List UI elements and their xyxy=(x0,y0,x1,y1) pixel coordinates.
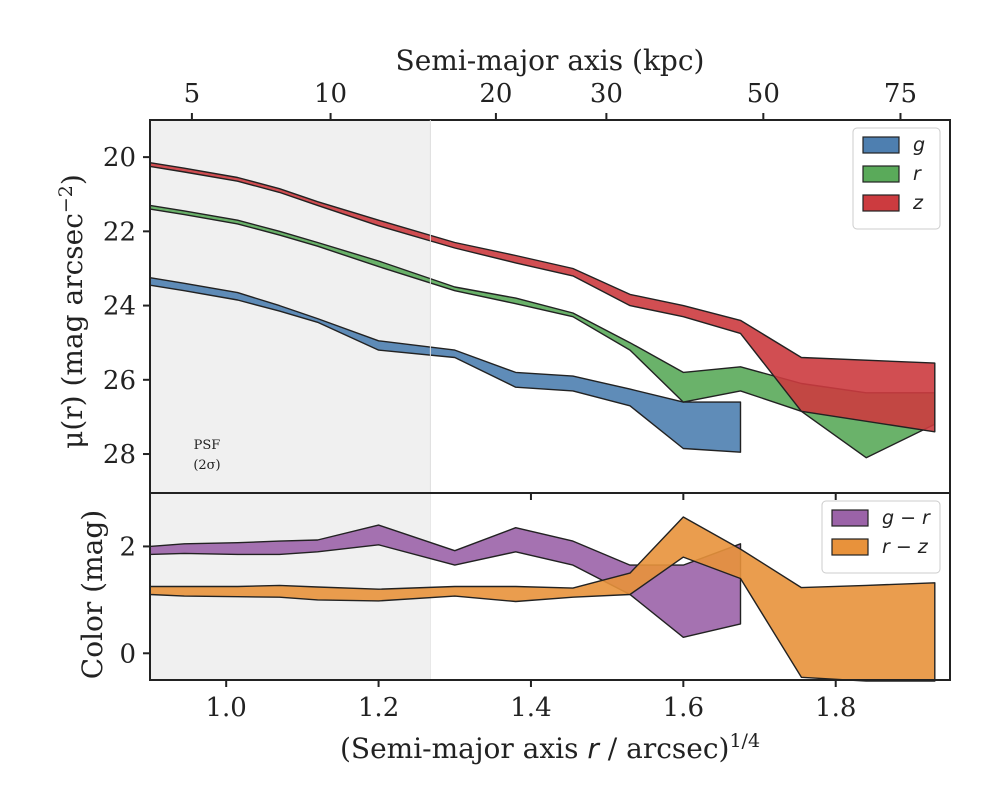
profile-y-tick-label-4: 28 xyxy=(103,440,136,470)
profile-band-0 xyxy=(149,277,742,453)
profile-legend-swatch-1 xyxy=(862,165,900,183)
profile-band-2 xyxy=(149,162,936,433)
profile-legend-label-2: z xyxy=(912,192,924,214)
color-legend-label-1: r − z xyxy=(882,536,929,558)
profile-y-tick-label-3: 26 xyxy=(103,366,136,396)
x-title-main: (Semi-major axis xyxy=(340,732,587,765)
color-y-ticks: 02 xyxy=(119,532,150,669)
kpc-tick-label-1: 10 xyxy=(314,79,347,109)
color-legend: g − r r − z xyxy=(821,500,941,574)
x-tick-label-4: 1.8 xyxy=(815,693,856,723)
x-title-var: r xyxy=(587,732,600,765)
profile-y-ticks: 20 22 24 26 28 xyxy=(103,143,150,470)
color-y-tick-label-0: 0 xyxy=(119,639,136,669)
profile-legend-swatch-0 xyxy=(862,136,900,154)
profile-y-title-main: μ(r) (mag arcsec xyxy=(56,213,89,449)
x-tick-label-1: 1.2 xyxy=(358,693,399,723)
color-panel: 02 1.0 1.2 1.4 1.6 1.8 g − rr − z Color (mag… xyxy=(76,492,951,765)
profile-legend-label-1: r xyxy=(913,163,922,185)
profile-legend: grz xyxy=(852,127,941,230)
profile-bands xyxy=(149,162,936,459)
x-tick-label-3: 1.6 xyxy=(663,693,704,723)
profile-y-tick-label-0: 20 xyxy=(103,143,136,173)
profile-y-title-exponent: −2 xyxy=(55,185,77,213)
psf-label-sigma: (2σ) xyxy=(193,458,220,473)
profile-legend-swatch-2 xyxy=(862,194,900,212)
top-axis-title: Semi-major axis (kpc) xyxy=(396,44,705,77)
x-axis-title: (Semi-major axis r / arcsec)1/4 xyxy=(340,730,760,765)
profile-y-axis-title: μ(r) (mag arcsec−2) xyxy=(55,174,89,449)
kpc-tick-label-2: 20 xyxy=(479,79,512,109)
color-axes-frame xyxy=(149,492,951,681)
color-x-ticks: 1.0 1.2 1.4 1.6 1.8 xyxy=(206,680,856,723)
color-bands xyxy=(149,516,936,682)
x-tick-label-0: 1.0 xyxy=(206,693,247,723)
color-legend-swatch-0 xyxy=(831,509,869,527)
profile-legend-label-0: g xyxy=(913,134,925,156)
kpc-tick-label-3: 30 xyxy=(590,79,623,109)
profile-y-title-end: ) xyxy=(56,174,89,185)
color-legend-label-0: g − r xyxy=(882,507,931,529)
kpc-tick-label-4: 50 xyxy=(747,79,780,109)
x-title-tail: / arcsec) xyxy=(599,732,730,765)
psf-label: PSF xyxy=(194,438,221,453)
profile-y-tick-label-2: 24 xyxy=(103,292,136,322)
x-tick-label-2: 1.4 xyxy=(510,693,551,723)
color-band-1 xyxy=(149,516,936,682)
kpc-tick-label-5: 75 xyxy=(884,79,917,109)
color-legend-swatch-1 xyxy=(831,538,869,556)
color-y-axis-title: Color (mag) xyxy=(76,510,109,679)
color-band-0 xyxy=(149,524,742,638)
profile-y-tick-label-1: 22 xyxy=(103,217,136,247)
color-y-tick-label-1: 2 xyxy=(119,532,136,562)
x-title-exponent: 1/4 xyxy=(729,730,760,752)
kpc-axis-ticks: 5 10 20 30 50 75 xyxy=(184,79,917,120)
psf-region-top xyxy=(150,120,431,493)
kpc-tick-label-0: 5 xyxy=(184,79,201,109)
